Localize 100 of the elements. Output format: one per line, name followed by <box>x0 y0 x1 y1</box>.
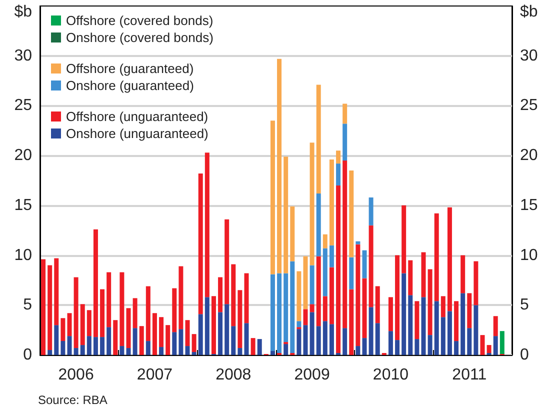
bar <box>349 289 354 355</box>
y2-tick-label: 30 <box>520 47 538 64</box>
bar <box>146 341 150 355</box>
bar <box>152 313 157 355</box>
x-tick-label: 2009 <box>294 366 330 384</box>
bar <box>178 329 184 355</box>
bar <box>231 264 236 326</box>
bar <box>93 337 98 355</box>
bar <box>198 314 203 355</box>
y2-tick-label: 10 <box>520 246 538 264</box>
y2-tick-label: 0 <box>520 346 529 364</box>
bar <box>218 312 223 355</box>
bar <box>375 286 380 324</box>
y-tick-label: 20 <box>14 147 32 164</box>
bar <box>322 248 328 296</box>
bar <box>402 273 406 355</box>
bar <box>106 327 112 355</box>
bar <box>336 150 341 164</box>
x-tick-label: 2007 <box>136 366 173 384</box>
bar <box>428 335 432 355</box>
bar <box>67 313 72 336</box>
bar <box>454 341 459 355</box>
bar <box>316 256 321 326</box>
bar <box>172 288 177 332</box>
bar <box>60 318 66 342</box>
y2-tick-label: 5 <box>520 296 529 314</box>
y2-tick-label: 15 <box>520 196 538 214</box>
bar <box>270 351 275 355</box>
bar <box>100 289 105 338</box>
x-tick-label: 2008 <box>216 366 252 384</box>
bar <box>238 290 242 348</box>
bar <box>270 120 275 274</box>
legend-label: Offshore (covered bonds) <box>66 13 214 28</box>
bar <box>172 332 177 355</box>
bar <box>447 207 452 312</box>
x-tick-label: 2010 <box>372 366 409 384</box>
y2-tick-label: 20 <box>520 147 538 164</box>
bar <box>284 344 288 355</box>
bar <box>322 321 328 355</box>
bar <box>120 272 124 346</box>
bar <box>329 245 334 268</box>
bar <box>146 286 150 342</box>
x-tick-label: 2011 <box>452 366 487 384</box>
bar <box>277 58 282 274</box>
bar <box>434 301 439 355</box>
bar <box>296 271 302 322</box>
bar <box>54 325 59 355</box>
bar <box>139 326 144 355</box>
x-tick-label: 2006 <box>58 366 94 384</box>
bar <box>447 311 452 355</box>
bar <box>185 346 190 355</box>
bar <box>100 337 105 355</box>
bar <box>349 257 354 290</box>
y-tick-label: 10 <box>14 246 32 264</box>
bar <box>408 295 413 355</box>
bar <box>192 334 196 352</box>
bar <box>250 338 256 355</box>
legend-label: Onshore (covered bonds) <box>66 30 214 45</box>
bar <box>356 244 360 346</box>
source-note: Source: RBA <box>38 393 108 407</box>
bar <box>368 197 374 226</box>
bar <box>329 160 334 246</box>
bar <box>93 229 98 338</box>
bar <box>316 326 321 355</box>
bar <box>460 255 466 294</box>
bar <box>440 296 446 318</box>
bar <box>290 261 295 354</box>
bar <box>356 346 360 355</box>
bar <box>80 345 85 355</box>
bar <box>474 305 478 355</box>
bar <box>310 142 314 266</box>
bar <box>198 174 203 314</box>
bar <box>356 241 360 244</box>
bar <box>388 331 393 355</box>
bar <box>231 326 236 355</box>
bar <box>310 265 314 304</box>
bar <box>67 336 72 355</box>
bar <box>86 336 92 355</box>
bar <box>329 267 334 324</box>
bar <box>486 345 492 354</box>
bar <box>224 219 230 304</box>
bar <box>368 307 374 355</box>
y-axis-title: $b <box>14 4 32 20</box>
bar <box>126 348 131 355</box>
bar <box>316 84 321 194</box>
bar <box>41 259 46 355</box>
bar <box>362 278 367 338</box>
bar <box>74 348 78 355</box>
bar <box>192 352 196 355</box>
y-tick-label: 15 <box>14 196 32 214</box>
bar <box>132 328 138 355</box>
y-tick-label: 30 <box>14 47 32 64</box>
bar <box>106 272 112 328</box>
bar <box>211 296 216 354</box>
bar <box>342 124 348 161</box>
bar <box>467 328 472 355</box>
bar <box>244 273 249 324</box>
y2-tick-label: 25 <box>520 97 538 114</box>
bar <box>224 304 230 355</box>
bar <box>336 185 341 354</box>
